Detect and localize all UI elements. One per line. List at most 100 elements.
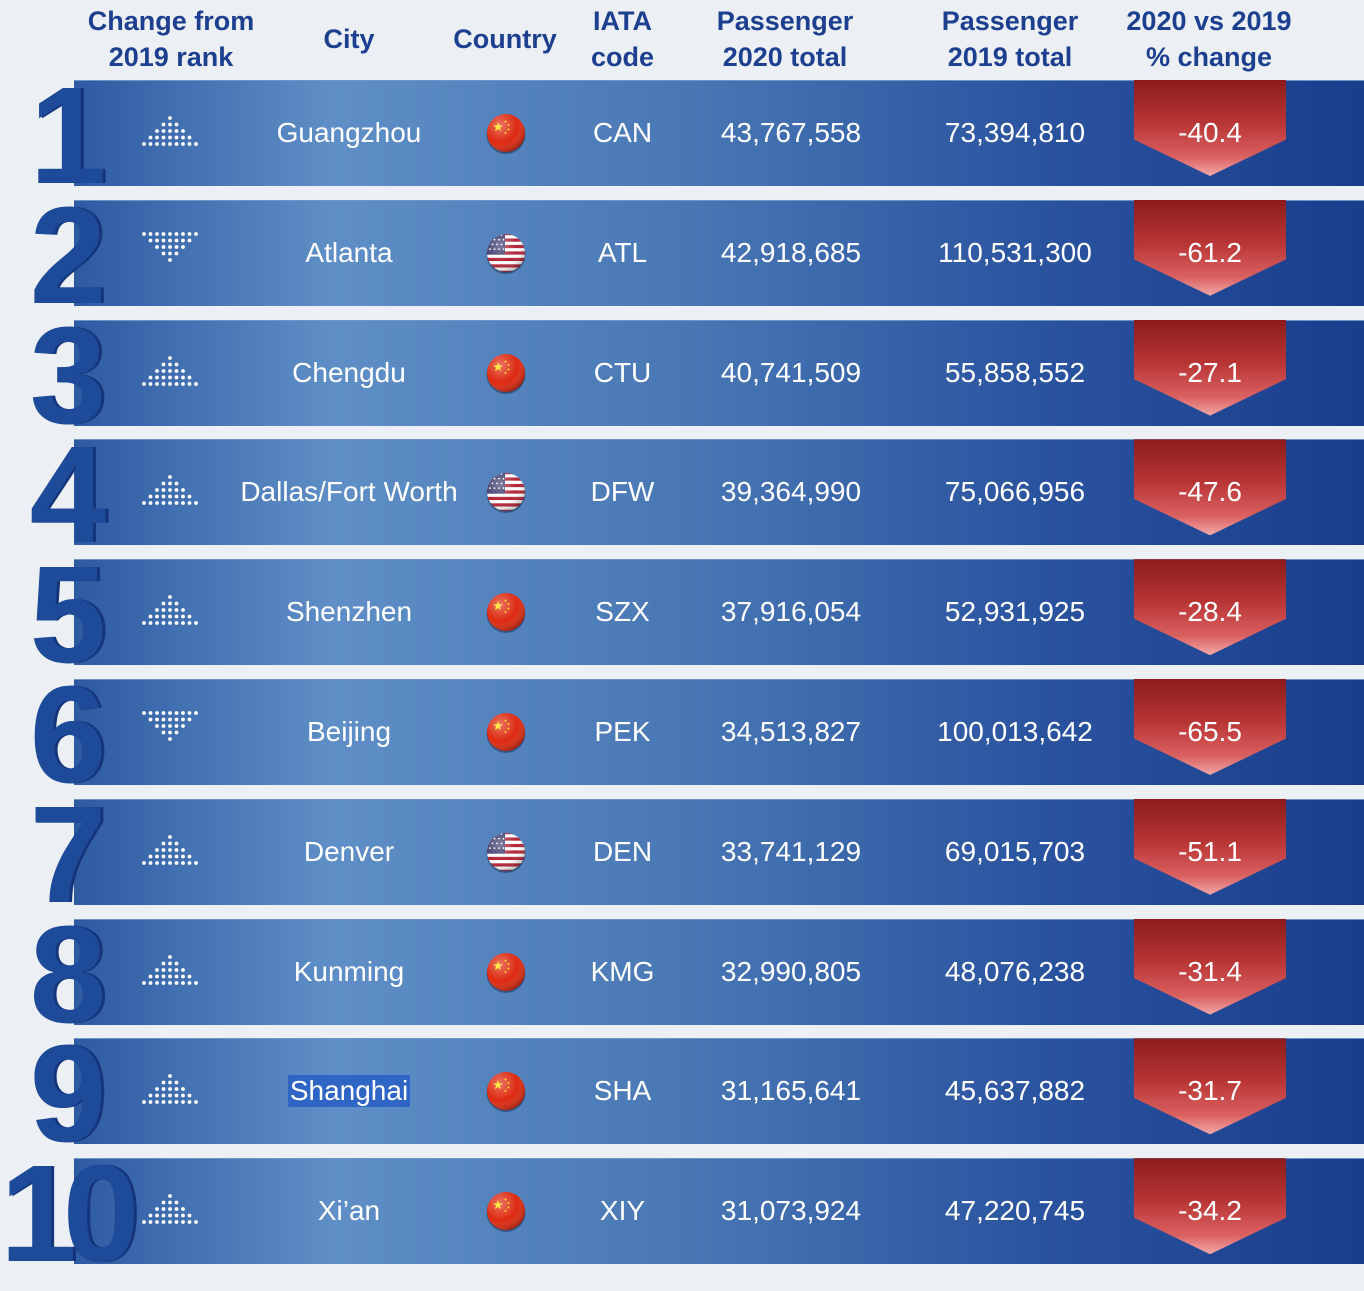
percent-change-value: -65.5 <box>1178 716 1242 747</box>
usa-flag-icon <box>486 832 526 873</box>
percent-change-value: -34.2 <box>1178 1195 1242 1227</box>
country-flag <box>485 471 527 518</box>
percent-change-value: -31.4 <box>1178 955 1242 987</box>
rank-number: 10 <box>0 1137 140 1291</box>
rank-number: 7 <box>29 777 107 932</box>
percent-change-value: -31.7 <box>1178 1075 1242 1107</box>
rank-up-dots-icon <box>142 954 198 985</box>
passenger-2019-total: 48,076,238 <box>944 955 1086 987</box>
table-row: 2 Atlanta ATL 42,918,685 110,531,300 -61.2 <box>0 187 1364 325</box>
country-flag <box>485 591 527 638</box>
country-flag <box>485 1190 527 1237</box>
rank-number: 1 <box>29 59 107 213</box>
china-flag-icon <box>486 952 526 993</box>
rank-up-dots-icon <box>142 355 198 386</box>
city-name-text: Guangzhou <box>276 117 422 148</box>
rank-change-indicator <box>140 473 200 512</box>
country-flag <box>485 1070 527 1117</box>
rank-up-dots-icon <box>142 595 198 626</box>
city-name-text: Kunming <box>293 955 405 987</box>
rank-number: 5 <box>29 538 107 693</box>
rank-up-dots-icon <box>142 116 198 146</box>
passenger-2019-total: 73,394,810 <box>944 117 1086 148</box>
city-name: Atlanta <box>232 200 466 306</box>
passenger-2020-total: 33,741,129 <box>720 835 862 867</box>
city-name-text: Beijing <box>306 716 392 747</box>
city-name-text: Dallas/Fort Worth <box>240 476 458 508</box>
city-name[interactable]: Shanghai <box>232 1038 466 1144</box>
rank-up-dots-icon <box>142 834 198 865</box>
rank-number: 2 <box>29 178 107 333</box>
table-row: 1 Guangzhou CAN 43,767,558 73,394,810 -40.4 <box>0 67 1364 205</box>
city-name: Guangzhou <box>232 80 466 186</box>
rank-change-indicator <box>140 114 200 153</box>
rank-number: 3 <box>29 298 107 453</box>
usa-flag-icon <box>486 473 526 514</box>
table-row: 8 Kunming KMG 32,990,805 48,076,238 -31.4 <box>0 906 1364 1044</box>
city-name: Beijing <box>232 679 466 785</box>
passenger-2019-total: 55,858,552 <box>944 356 1086 388</box>
column-header-country: Country <box>453 24 557 54</box>
passenger-2020-total: 34,513,827 <box>720 716 862 747</box>
percent-change-value: -27.1 <box>1178 356 1242 388</box>
rank-change-indicator <box>140 833 200 872</box>
rank-number: 9 <box>29 1017 107 1172</box>
city-name: Kunming <box>232 919 466 1025</box>
column-header-city: City <box>323 24 375 54</box>
table-row: 4 Dallas/Fort Worth DFW 39,364,990 75,066,95… <box>0 426 1364 564</box>
passenger-2020-total: 31,165,641 <box>720 1075 862 1107</box>
country-flag <box>485 831 527 878</box>
column-header-passenger-2019-total: Passenger 2019 total <box>941 6 1079 72</box>
passenger-2020-total: 40,741,509 <box>720 356 862 388</box>
column-header-passenger-2020-total: Passenger 2020 total <box>716 6 854 72</box>
country-flag <box>485 951 527 998</box>
city-name-text[interactable]: Shanghai <box>287 1075 411 1108</box>
passenger-2019-total: 75,066,956 <box>944 476 1086 508</box>
table-row: 6 Beijing PEK 34,513,827 100,013,642 -65.5 <box>0 666 1364 804</box>
rank-change-indicator <box>140 593 200 632</box>
rank-change-indicator <box>140 953 200 992</box>
city-name-text: Denver <box>303 835 395 867</box>
country-flag <box>485 711 527 758</box>
passenger-2020-total: 31,073,924 <box>720 1195 862 1227</box>
city-name: Shenzhen <box>232 559 466 665</box>
iata-code: DFW <box>590 476 655 508</box>
china-flag-icon <box>486 593 526 634</box>
city-name: Dallas/Fort Worth <box>232 439 466 545</box>
column-header-change-from-2019-rank: Change from 2019 rank <box>87 6 255 72</box>
china-flag-icon <box>486 1192 526 1233</box>
usa-flag-icon <box>486 233 526 274</box>
passenger-2019-total: 100,013,642 <box>937 716 1093 747</box>
rank-up-dots-icon <box>142 1074 198 1105</box>
iata-code: SZX <box>595 596 650 628</box>
city-name-text: Xi’an <box>317 1195 381 1227</box>
iata-code: ATL <box>597 236 648 268</box>
china-flag-icon <box>486 353 526 394</box>
china-flag-icon <box>486 1072 526 1113</box>
rank-up-dots-icon <box>142 475 198 506</box>
passenger-2019-total: 45,637,882 <box>944 1075 1086 1107</box>
china-flag-icon <box>486 713 526 753</box>
rank-number: 8 <box>29 897 107 1052</box>
iata-code: CAN <box>592 117 653 148</box>
iata-code: PEK <box>594 716 651 747</box>
iata-code: KMG <box>590 955 655 987</box>
passenger-2019-total: 110,531,300 <box>938 236 1092 268</box>
passenger-2020-total: 42,918,685 <box>720 236 862 268</box>
iata-code: DEN <box>592 835 653 867</box>
table-row: 7 Denver DEN 33,741,129 69,015,703 -51.1 <box>0 786 1364 924</box>
table-row: 3 Chengdu CTU 40,741,509 55,858,552 -27.1 <box>0 307 1364 445</box>
passenger-2020-total: 37,916,054 <box>720 596 862 628</box>
passenger-2019-total: 52,931,925 <box>944 596 1086 628</box>
iata-code: XIY <box>599 1195 646 1227</box>
passenger-2019-total: 69,015,703 <box>944 835 1086 867</box>
table-row: 10 Xi’an XIY 31,073,924 47,220,745 -34.2 <box>0 1145 1364 1283</box>
rank-down-dots-icon <box>142 231 198 262</box>
city-name-text: Shenzhen <box>285 596 413 628</box>
city-name: Chengdu <box>232 320 466 426</box>
percent-change-value: -40.4 <box>1178 117 1242 148</box>
rank-down-dots-icon <box>142 711 198 741</box>
rank-up-dots-icon <box>142 1194 198 1225</box>
percent-change-value: -28.4 <box>1178 596 1242 628</box>
city-name-text: Chengdu <box>292 356 406 388</box>
